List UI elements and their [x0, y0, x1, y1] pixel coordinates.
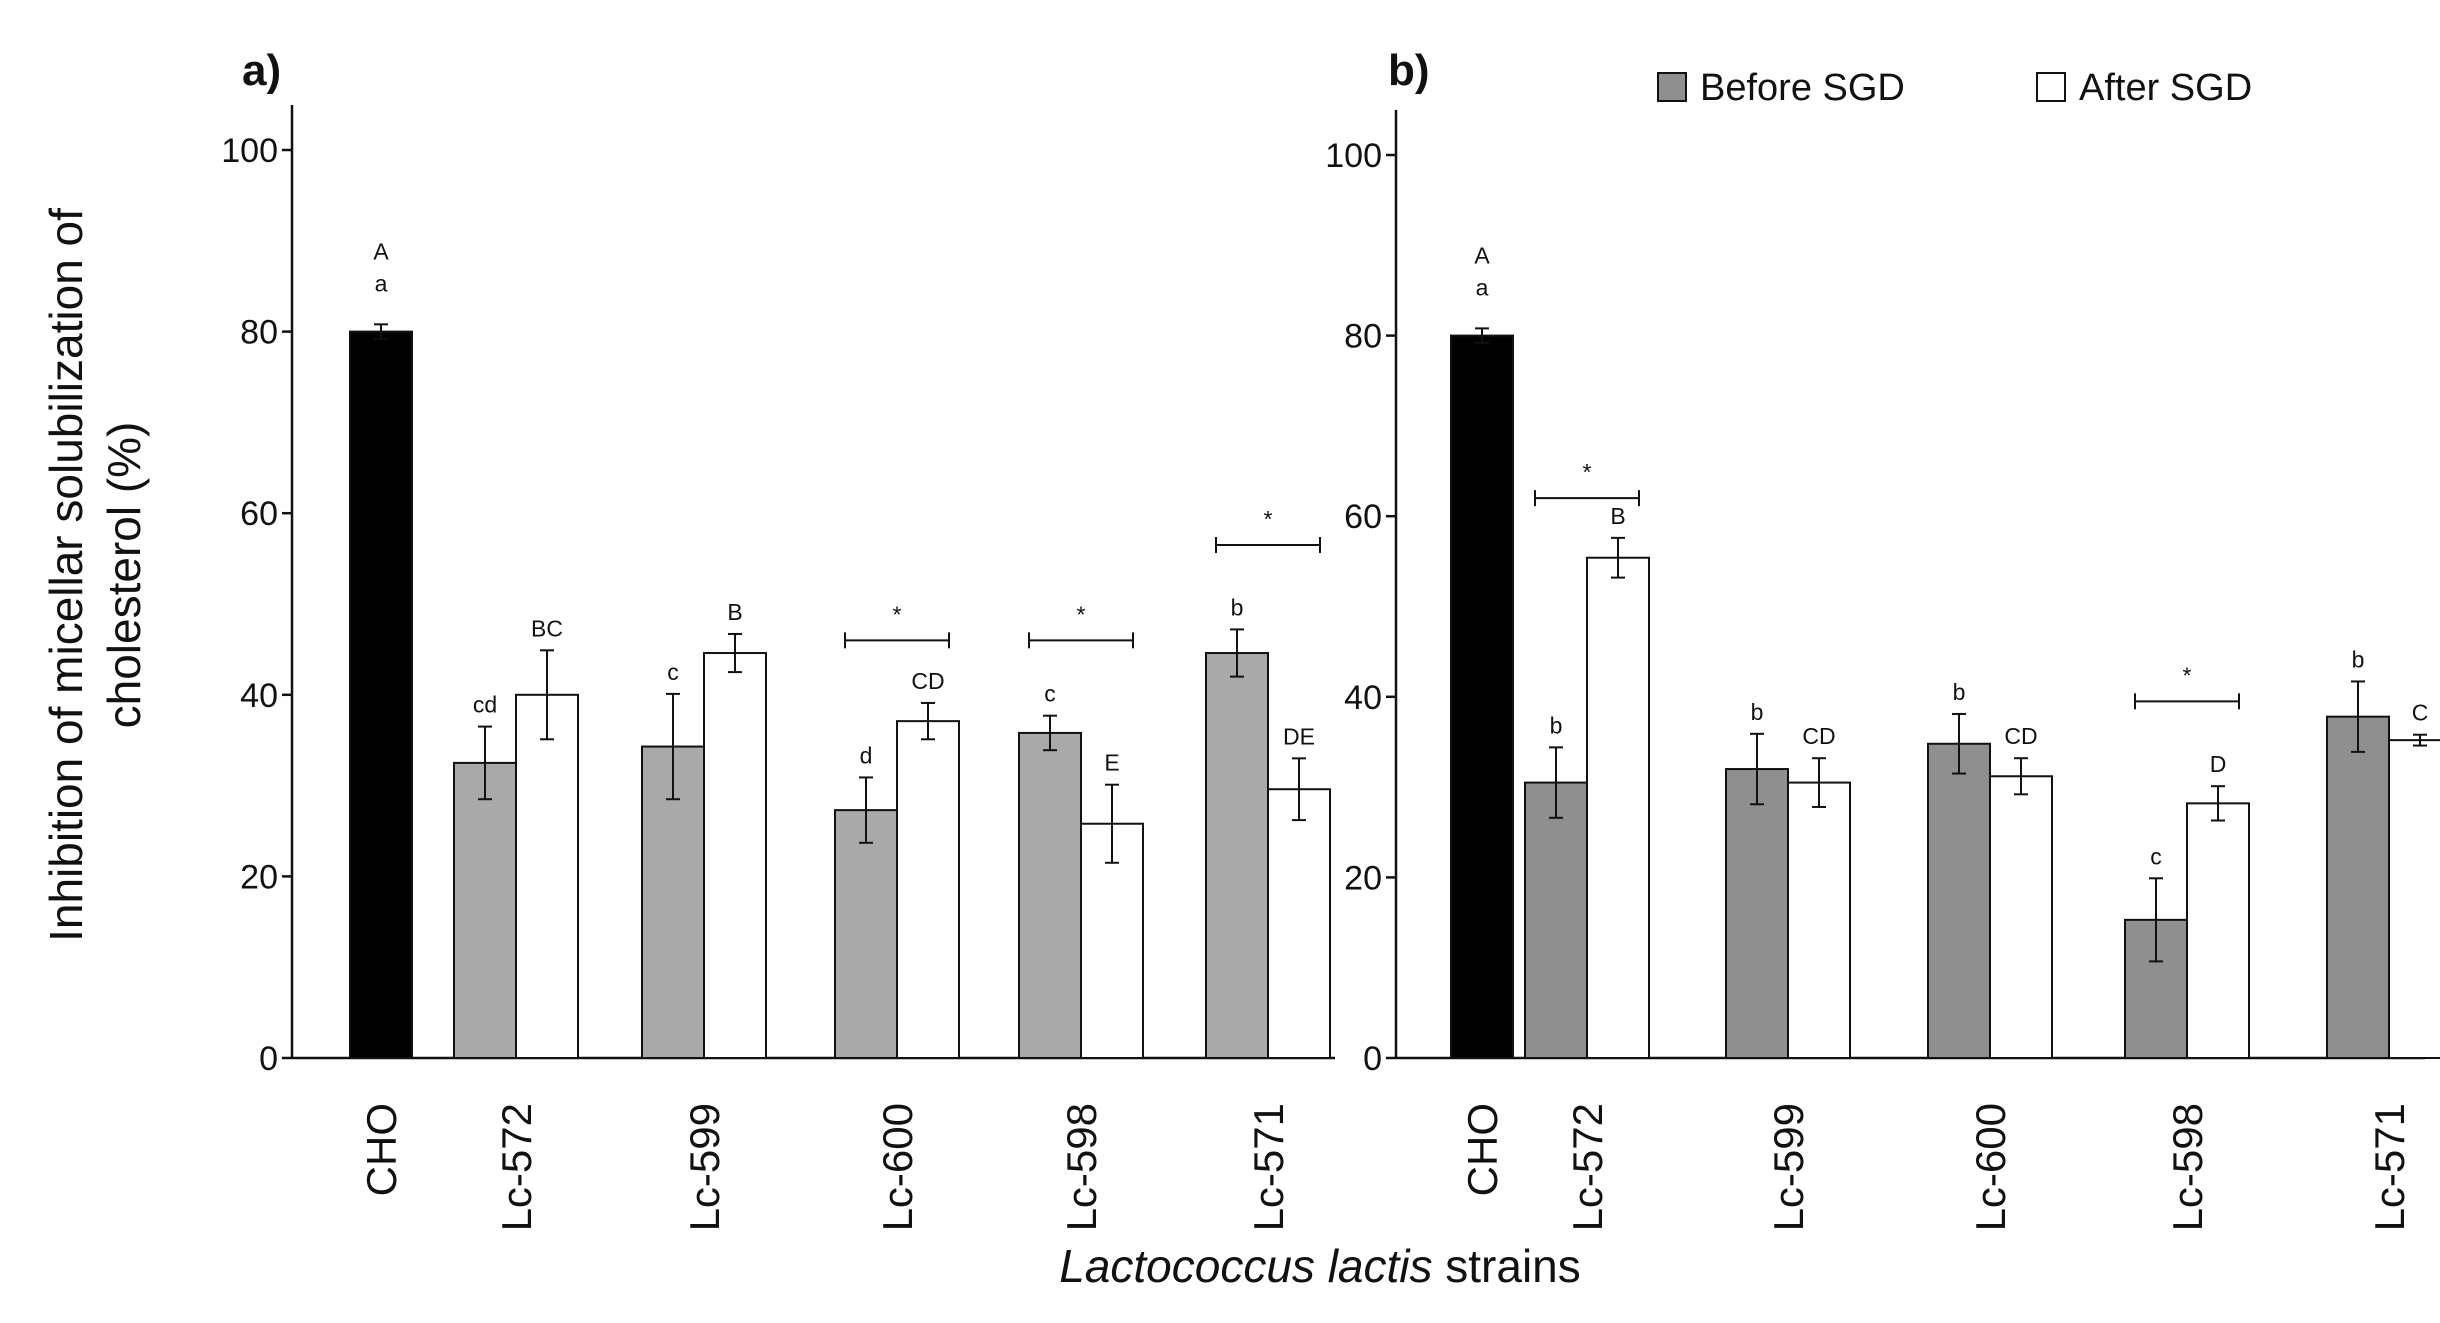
- bar-before: [1725, 768, 1789, 1059]
- bar-before: [1927, 742, 1991, 1059]
- letter-label: d: [860, 742, 873, 768]
- y-tick-label: 0: [259, 1040, 278, 1078]
- y-tick-label: 80: [240, 314, 278, 352]
- category-label: Lc-599: [681, 1103, 728, 1231]
- bar-after: [1787, 781, 1851, 1060]
- y-axis-title-line1: Inhibition of micellar solubilization of: [40, 208, 92, 942]
- letter-label: b: [1550, 712, 1563, 738]
- panel-label: a): [242, 46, 281, 95]
- letter-label: b: [2352, 646, 2365, 672]
- category-label: Lc-599: [1765, 1103, 1812, 1231]
- bar-after: [703, 652, 767, 1059]
- letter-label: A: [1474, 242, 1490, 268]
- letter-label: BC: [531, 615, 563, 641]
- bar-after: [2388, 739, 2440, 1059]
- y-tick-label: 40: [240, 677, 278, 715]
- y-tick-label: 40: [1344, 679, 1382, 717]
- bar-before: [1205, 652, 1269, 1059]
- panel-label: b): [1388, 46, 1430, 95]
- y-tick-label: 0: [1363, 1040, 1382, 1078]
- bar-control: [1450, 334, 1514, 1060]
- letter-label: D: [2210, 751, 2227, 777]
- y-tick-label: 20: [240, 858, 278, 896]
- y-tick-label: 60: [240, 495, 278, 533]
- bar-before: [1018, 731, 1082, 1059]
- letter-label: B: [727, 599, 742, 625]
- letter-label: CD: [1802, 723, 1835, 749]
- bar-after: [515, 693, 579, 1059]
- significance-star: *: [2183, 662, 2192, 688]
- letter-label: b: [1231, 594, 1244, 620]
- panel-b: b)020406080100AaCHObBLc-572bCDLc-599bCDL…: [1325, 46, 2440, 1231]
- bar-after: [1267, 788, 1331, 1059]
- y-axis-title-line2: cholesterol (%): [98, 422, 150, 729]
- category-label: Lc-571: [1245, 1103, 1292, 1231]
- y-tick-label: 100: [221, 132, 278, 170]
- bar-after: [1586, 556, 1650, 1059]
- category-label: Lc-598: [1058, 1103, 1105, 1231]
- letter-label: c: [667, 659, 679, 685]
- letter-label: DE: [1283, 723, 1315, 749]
- letter-label: a: [1476, 274, 1489, 300]
- bar-control: [349, 330, 413, 1060]
- bar-after: [2186, 802, 2250, 1059]
- letter-label: CD: [2004, 723, 2037, 749]
- category-label: Lc-600: [874, 1103, 921, 1231]
- letter-label: c: [2150, 843, 2162, 869]
- letter-label: a: [375, 270, 388, 296]
- y-tick-label: 20: [1344, 859, 1382, 897]
- bar-after: [896, 720, 960, 1060]
- legend-label-before: Before SGD: [1700, 67, 1905, 109]
- bar-before: [1524, 781, 1588, 1060]
- category-label: CHO: [358, 1103, 405, 1196]
- letter-label: c: [1044, 681, 1056, 707]
- bar-before: [834, 809, 898, 1060]
- x-axis-title: Lactococcus lactis strains: [1059, 1240, 1581, 1292]
- letter-label: CD: [911, 668, 944, 694]
- x-axis-title-suffix: strains: [1433, 1240, 1581, 1292]
- letter-label: C: [2412, 700, 2429, 726]
- category-label: Lc-572: [493, 1103, 540, 1231]
- y-tick-label: 60: [1344, 498, 1382, 536]
- letter-label: b: [1953, 679, 1966, 705]
- bar-before: [453, 761, 517, 1060]
- category-label: Lc-571: [2366, 1103, 2413, 1231]
- letter-label: B: [1610, 503, 1625, 529]
- panel-a: a) 0 20 40 60 80 100 Aa CHO cd BC Lc-572 c B Lc-599 d CD…: [221, 46, 1335, 1231]
- significance-star: *: [893, 601, 902, 627]
- bar-before: [2326, 715, 2390, 1060]
- letter-label: E: [1104, 750, 1119, 776]
- category-label: Lc-572: [1564, 1103, 1611, 1231]
- bar-after: [1989, 775, 2053, 1059]
- legend-swatch-after: [2036, 72, 2066, 102]
- legend-swatch-before: [1657, 72, 1687, 102]
- y-tick-label: 80: [1344, 318, 1382, 356]
- significance-star: *: [1583, 459, 1592, 485]
- letter-label: cd: [473, 692, 497, 718]
- category-label: Lc-598: [2164, 1103, 2211, 1231]
- x-axis-title-species: Lactococcus lactis: [1059, 1240, 1432, 1292]
- category-label: CHO: [1459, 1103, 1506, 1196]
- category-label: Lc-600: [1967, 1103, 2014, 1231]
- significance-star: *: [1264, 506, 1273, 532]
- significance-star: *: [1077, 601, 1086, 627]
- letter-label: b: [1751, 699, 1764, 725]
- letter-label: A: [373, 238, 389, 264]
- legend-label-after: After SGD: [2079, 67, 2252, 109]
- legend: Before SGD After SGD: [1657, 67, 2252, 109]
- y-tick-label: 100: [1325, 137, 1382, 175]
